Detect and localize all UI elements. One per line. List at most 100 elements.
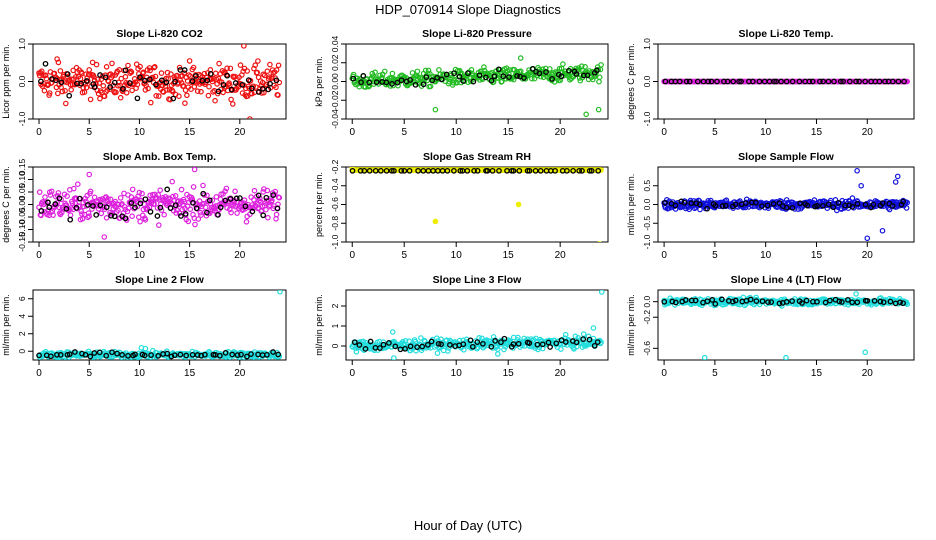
slope-point	[164, 87, 170, 93]
hourly-point	[480, 340, 486, 347]
hourly-point	[438, 341, 444, 348]
slope-point	[468, 67, 475, 73]
slope-point	[187, 73, 194, 80]
hourly-point	[245, 77, 252, 83]
slope-point	[372, 69, 378, 76]
hourly-point	[474, 167, 481, 174]
outlier-point	[191, 167, 198, 173]
slope-point	[59, 88, 66, 95]
hourly-point	[142, 77, 148, 84]
slope-point	[202, 204, 209, 211]
panel-title: Slope Amb. Box Temp.	[103, 151, 216, 163]
outlier-point	[597, 241, 602, 242]
hourly-point	[880, 299, 887, 306]
hourly-point	[237, 195, 243, 201]
hourly-point	[97, 72, 103, 78]
hourly-point	[394, 79, 401, 86]
hourly-point	[576, 167, 583, 174]
y-axis-label: ml/min per min.	[626, 294, 636, 356]
hourly-point	[736, 78, 742, 85]
slope-point	[227, 206, 233, 213]
x-tick-label: 0	[349, 368, 355, 379]
hourly-point	[222, 350, 229, 356]
outlier-point	[229, 101, 236, 107]
slope-point	[136, 189, 143, 196]
hourly-point	[367, 338, 374, 345]
panel-6: Slope Sample Flow ml/min per min. 0 5 10 15 20…	[626, 151, 915, 261]
hourly-point	[114, 350, 120, 357]
hourly-point	[362, 346, 369, 352]
outlier-point	[854, 167, 860, 174]
hourly-point	[783, 204, 790, 211]
slope-point	[214, 81, 220, 87]
hourly-point	[467, 337, 474, 344]
x-tick-label: 15	[811, 368, 823, 379]
hourly-point	[388, 167, 395, 174]
hourly-point	[704, 298, 711, 305]
outlier-point	[862, 349, 869, 356]
x-tick-label: 10	[760, 127, 772, 138]
hourly-point	[423, 74, 430, 80]
slope-point	[212, 70, 219, 77]
outlier-point	[593, 32, 597, 36]
hourly-point	[500, 73, 507, 80]
x-tick-label: 20	[555, 127, 567, 138]
hourly-point	[108, 212, 114, 219]
hourly-point	[386, 340, 392, 346]
panel-5: Slope Gas Stream RH percent per min. 0 5 10 1…	[314, 151, 609, 261]
hourly-point	[190, 199, 196, 206]
hourly-point	[193, 205, 200, 212]
slope-point	[273, 216, 279, 222]
outlier-point	[595, 106, 602, 113]
hourly-point	[102, 74, 109, 81]
hourly-point	[447, 342, 453, 348]
x-tick-label: 15	[184, 250, 196, 261]
hourly-point	[854, 200, 861, 207]
hourly-point	[814, 298, 820, 305]
hourly-point	[260, 212, 267, 219]
hourly-point	[694, 78, 701, 85]
hourly-point	[155, 353, 162, 359]
hourly-point	[46, 204, 53, 211]
slope-point	[598, 339, 604, 346]
x-tick-label: 0	[349, 250, 355, 261]
hourly-point	[232, 80, 239, 86]
hourly-point	[366, 167, 373, 174]
slope-point	[216, 60, 222, 67]
slope-point	[86, 213, 93, 220]
hourly-point	[77, 195, 83, 202]
slope-point	[275, 92, 281, 98]
points	[36, 290, 283, 360]
slope-point	[436, 67, 442, 73]
slope-point	[57, 68, 64, 74]
outlier-point	[54, 56, 60, 62]
outlier-point	[583, 111, 589, 118]
y-tick-label: 6	[17, 296, 27, 301]
hourly-point	[856, 78, 862, 85]
slope-point	[63, 202, 70, 209]
hourly-point	[510, 167, 517, 174]
y-tick-label: 0.10	[17, 171, 27, 188]
plot-frame	[345, 166, 609, 243]
hourly-point	[275, 351, 282, 358]
slope-point	[261, 72, 268, 79]
hourly-point	[172, 202, 179, 209]
hourly-point	[238, 351, 244, 358]
hourly-point	[412, 81, 419, 88]
hourly-point	[443, 71, 450, 78]
hourly-point	[171, 352, 178, 359]
hourly-point	[91, 84, 98, 91]
figure-title: HDP_070914 Slope Diagnostics	[375, 2, 561, 17]
x-tick-label: 20	[862, 368, 874, 379]
hourly-point	[132, 351, 138, 358]
slope-point	[415, 74, 421, 80]
slope-point	[254, 69, 261, 76]
hourly-point	[217, 204, 224, 211]
slope-point	[248, 194, 255, 200]
hourly-point	[672, 299, 679, 306]
hourly-point	[154, 213, 161, 219]
hourly-point	[259, 85, 266, 92]
hourly-point	[217, 352, 223, 359]
hourly-point	[586, 336, 593, 343]
